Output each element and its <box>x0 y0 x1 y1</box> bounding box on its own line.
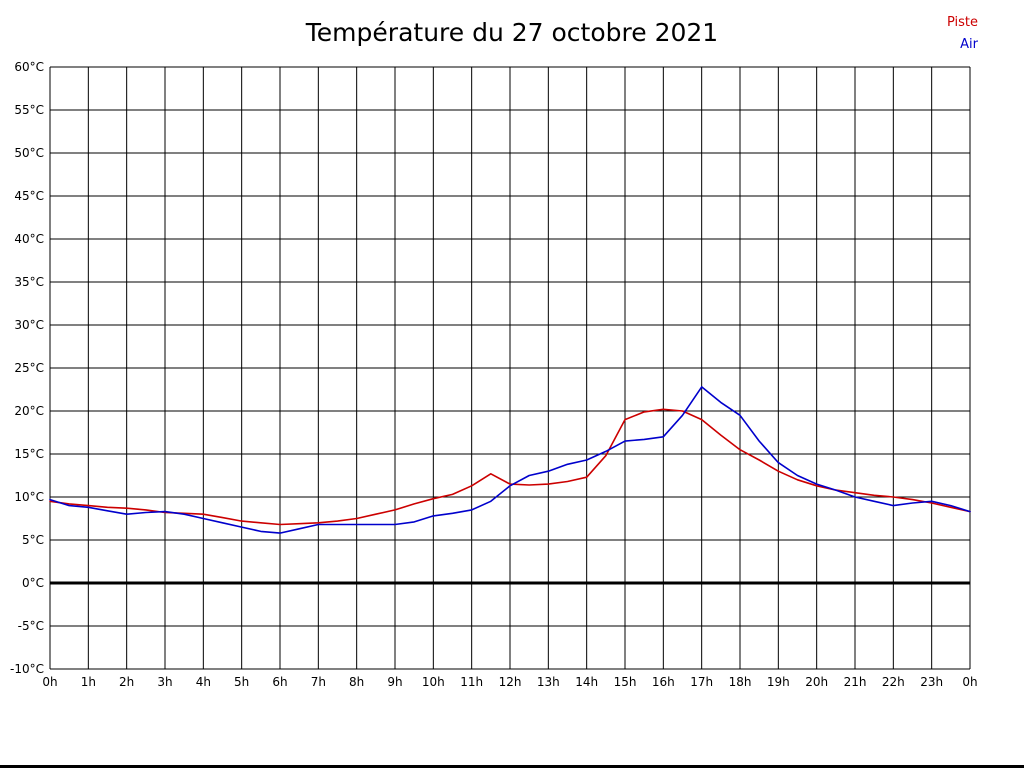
x-tick-label: 12h <box>499 675 522 689</box>
x-tick-label: 18h <box>729 675 752 689</box>
x-tick-label: 5h <box>234 675 249 689</box>
x-tick-label: 14h <box>575 675 598 689</box>
y-tick-label: 55°C <box>14 103 44 117</box>
x-tick-label: 19h <box>767 675 790 689</box>
y-tick-label: 10°C <box>14 490 44 504</box>
y-tick-label: 45°C <box>14 189 44 203</box>
series-line-air <box>49 386 971 534</box>
x-tick-label: 0h <box>42 675 57 689</box>
x-tick-label: 6h <box>272 675 287 689</box>
y-tick-label: 60°C <box>14 60 44 74</box>
x-tick-label: 22h <box>882 675 905 689</box>
x-tick-label: 1h <box>81 675 96 689</box>
y-tick-label: -5°C <box>18 619 44 633</box>
x-tick-label: 4h <box>196 675 211 689</box>
x-tick-label: 3h <box>157 675 172 689</box>
y-tick-label: 35°C <box>14 275 44 289</box>
legend-item-air: Air <box>960 37 978 53</box>
y-tick-label: 0°C <box>22 576 44 590</box>
chart-legend: Piste Air <box>947 12 978 56</box>
y-tick-label: 15°C <box>14 447 44 461</box>
x-tick-label: 13h <box>537 675 560 689</box>
x-tick-label: 21h <box>844 675 867 689</box>
legend-item-piste: Piste <box>946 15 978 30</box>
y-tick-label: 50°C <box>14 146 44 160</box>
x-tick-label: 11h <box>460 675 483 689</box>
bottom-border <box>0 765 1024 768</box>
y-tick-label: 30°C <box>14 318 44 332</box>
chart-title: Température du 27 octobre 2021 <box>305 18 719 47</box>
x-tick-label: 17h <box>690 675 713 689</box>
y-tick-label: 5°C <box>22 533 44 547</box>
x-tick-label: 7h <box>311 675 326 689</box>
x-tick-label: 16h <box>652 675 675 689</box>
x-tick-label: 15h <box>614 675 637 689</box>
y-tick-label: 40°C <box>14 232 44 246</box>
series-line-piste <box>49 408 971 526</box>
x-tick-label: 20h <box>805 675 828 689</box>
x-tick-label: 10h <box>422 675 445 689</box>
x-tick-label: 2h <box>119 675 134 689</box>
x-tick-label: 9h <box>387 675 402 689</box>
x-tick-label: 23h <box>920 675 943 689</box>
y-tick-label: 25°C <box>14 361 44 375</box>
x-tick-label: 0h <box>962 675 977 689</box>
y-tick-label: -10°C <box>10 662 44 676</box>
x-tick-label: 8h <box>349 675 364 689</box>
y-tick-label: 20°C <box>14 404 44 418</box>
